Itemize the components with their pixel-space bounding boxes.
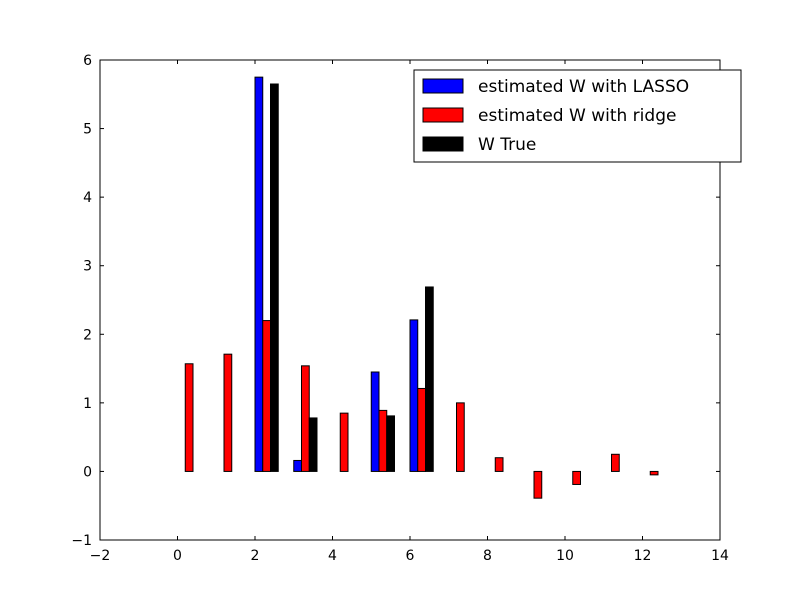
x-tick-label: 6	[406, 548, 415, 564]
y-tick-label: 5	[83, 122, 92, 138]
bar-ridge-12	[649, 470, 659, 476]
bar-ridge-0	[184, 363, 194, 472]
y-tick-label: 6	[83, 53, 92, 69]
y-axis-tick-labels: −1 0 1 2 3 4 5 6	[71, 53, 92, 549]
bar-true-3	[308, 417, 318, 472]
bar-ridge-11	[611, 453, 620, 472]
legend-label-ridge: estimated W with ridge	[478, 106, 676, 126]
y-tick-label: −1	[71, 533, 92, 549]
bar-ridge-3	[301, 365, 310, 472]
bar-ridge-7	[456, 402, 465, 472]
y-tick-label: 0	[83, 464, 92, 480]
bar-ridge-1	[223, 353, 233, 472]
y-tick-label: 2	[83, 327, 92, 343]
bar-ridge-9	[533, 470, 543, 499]
bar-ridge-2	[262, 320, 271, 472]
legend-label-lasso: estimated W with LASSO	[478, 77, 689, 97]
legend-swatch-ridge	[422, 107, 464, 123]
bar-lasso-5	[370, 371, 380, 472]
x-tick-label: −2	[90, 548, 111, 564]
legend-swatch-true	[422, 136, 464, 152]
bar-lasso-3	[293, 459, 302, 472]
x-tick-label: 4	[328, 548, 337, 564]
bars-group	[184, 76, 659, 499]
x-axis-tick-labels: −2 0 2 4 6 8 10 12 14	[90, 548, 729, 564]
legend-label-true: W True	[478, 135, 536, 155]
bar-lasso-2	[254, 76, 264, 472]
bar-ridge-6	[417, 387, 426, 472]
legend: estimated W with LASSO estimated W with …	[413, 69, 742, 163]
y-tick-label: 1	[83, 396, 92, 412]
x-tick-label: 2	[251, 548, 260, 564]
x-tick-label: 0	[173, 548, 182, 564]
y-tick-label: 4	[83, 190, 92, 206]
x-tick-label: 12	[634, 548, 652, 564]
y-tick-label: 3	[83, 259, 92, 275]
tick-marks	[99, 59, 721, 541]
bar-ridge-5	[378, 409, 388, 472]
bar-true-5	[386, 415, 395, 472]
bar-ridge-4	[339, 412, 349, 472]
bar-true-6	[425, 286, 434, 472]
legend-box	[413, 69, 742, 163]
bar-lasso-6	[409, 319, 419, 472]
x-tick-label: 14	[711, 548, 729, 564]
bar-true-2	[270, 83, 279, 472]
bar-ridge-10	[572, 470, 581, 485]
x-tick-label: 10	[556, 548, 574, 564]
bar-ridge-8	[494, 457, 504, 472]
x-tick-label: 8	[483, 548, 492, 564]
legend-swatch-lasso	[422, 78, 464, 94]
